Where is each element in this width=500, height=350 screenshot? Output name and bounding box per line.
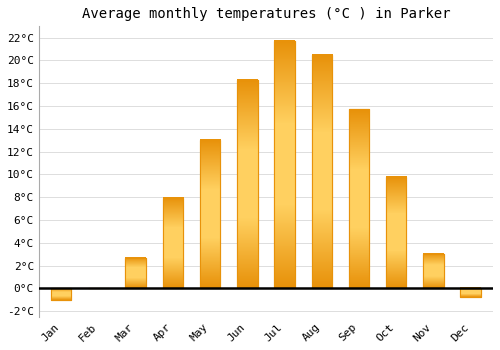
- Bar: [349, 110, 370, 288]
- Bar: [200, 140, 220, 288]
- Bar: [349, 110, 370, 288]
- Title: Average monthly temperatures (°C ) in Parker: Average monthly temperatures (°C ) in Pa…: [82, 7, 450, 21]
- Bar: [312, 55, 332, 288]
- Bar: [423, 254, 444, 288]
- Bar: [460, 288, 481, 298]
- Bar: [162, 198, 183, 288]
- Bar: [274, 41, 295, 288]
- Bar: [162, 198, 183, 288]
- Bar: [274, 41, 295, 288]
- Bar: [312, 55, 332, 288]
- Bar: [51, 288, 72, 300]
- Bar: [237, 80, 258, 288]
- Bar: [126, 258, 146, 288]
- Bar: [237, 80, 258, 288]
- Bar: [51, 288, 72, 300]
- Bar: [126, 258, 146, 288]
- Bar: [460, 288, 481, 298]
- Bar: [386, 177, 406, 288]
- Bar: [386, 177, 406, 288]
- Bar: [200, 140, 220, 288]
- Bar: [423, 254, 444, 288]
